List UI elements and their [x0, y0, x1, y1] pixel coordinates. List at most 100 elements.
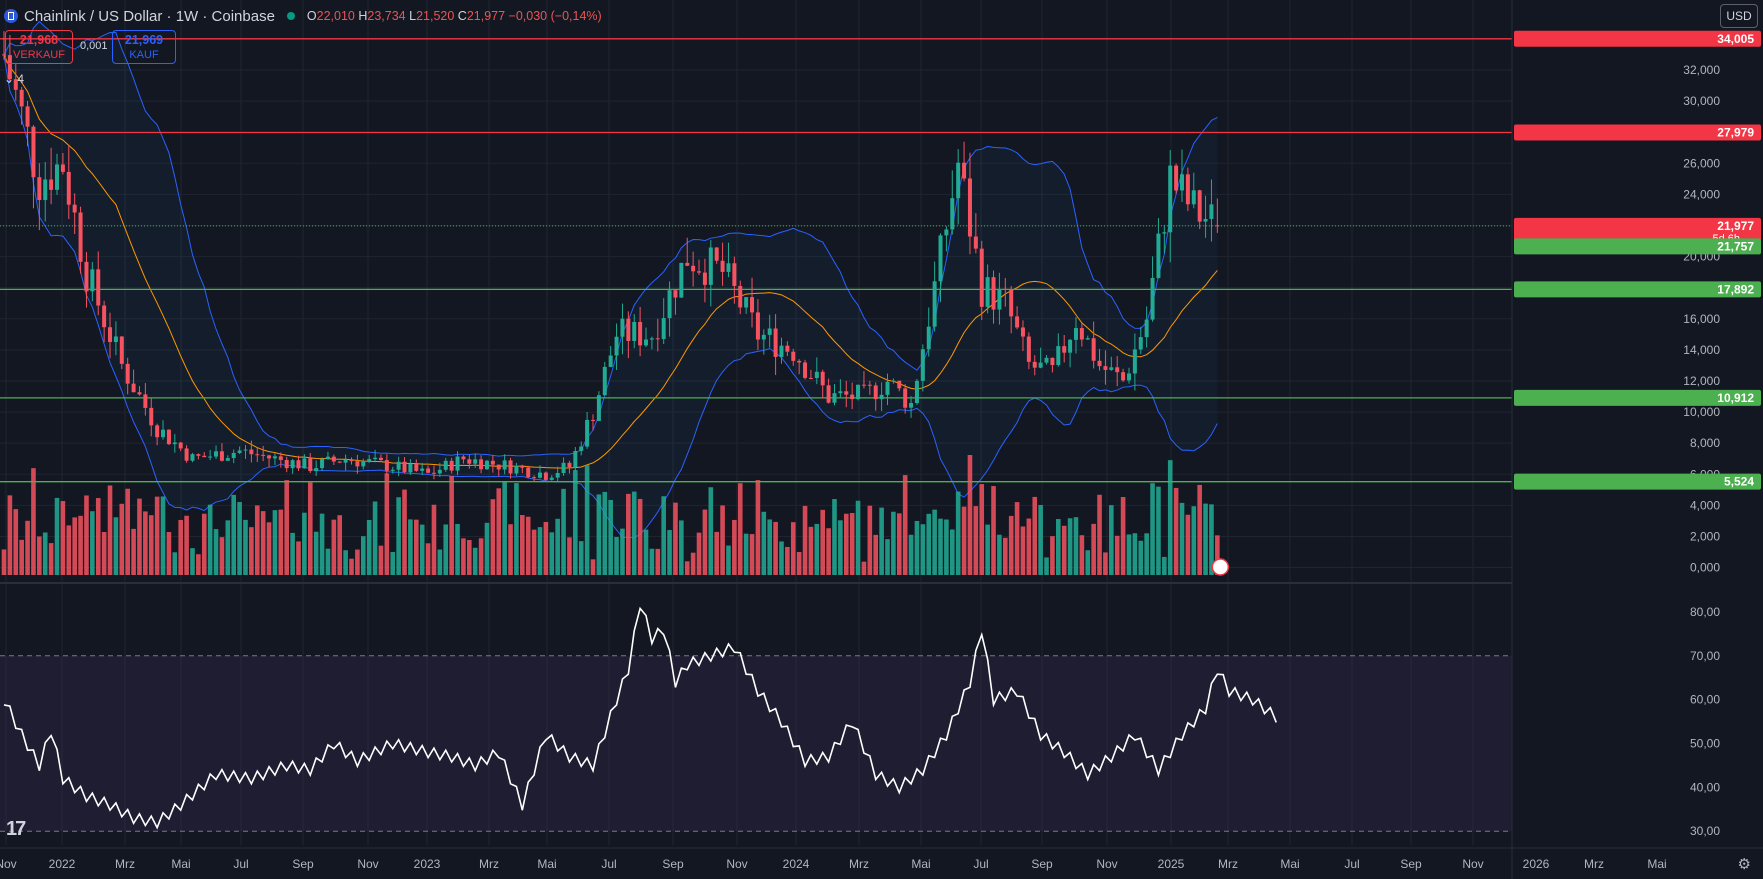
time-tick-label: Jul: [973, 857, 988, 871]
candle-body: [726, 263, 731, 272]
volume-bar: [231, 494, 237, 575]
volume-bar: [614, 536, 619, 575]
volume-bar: [555, 518, 560, 575]
candle-body: [349, 459, 354, 462]
volume-bar: [443, 524, 449, 575]
price-tick-label: 2,000: [1690, 529, 1720, 543]
sell-label: VERKAUF: [13, 49, 65, 61]
candle-body: [685, 262, 690, 266]
candle-body: [214, 451, 219, 457]
volume-bar: [573, 470, 578, 575]
volume-bar: [290, 532, 295, 575]
volume-bar: [37, 536, 42, 575]
candle-body: [390, 469, 395, 471]
candle-body: [272, 456, 277, 459]
volume-bar: [561, 488, 566, 575]
candle-body: [1044, 357, 1049, 363]
tradingview-logo-icon: 17: [6, 818, 26, 840]
candle-body: [290, 460, 295, 469]
candle-body: [655, 338, 660, 340]
candle-body: [355, 461, 360, 467]
volume-bar: [1103, 552, 1108, 575]
volume-bar: [13, 509, 19, 575]
time-tick-label: Mrz: [849, 857, 869, 871]
volume-bar: [1173, 487, 1179, 575]
volume-bar: [991, 486, 996, 575]
candle-body: [490, 460, 495, 465]
rsi-tick-label: 40,00: [1690, 780, 1720, 794]
volume-bar: [54, 497, 60, 575]
candle-body: [43, 179, 48, 201]
volume-bar: [749, 534, 755, 575]
candle-body: [1126, 373, 1131, 381]
candle-body: [679, 262, 684, 298]
candle-body: [744, 297, 749, 308]
volume-bar: [631, 491, 637, 575]
candle-body: [885, 381, 890, 395]
volume-bar: [926, 513, 932, 575]
candle-body: [343, 459, 348, 463]
candle-body: [767, 328, 772, 335]
price-tick-label: 4,000: [1690, 498, 1720, 512]
candle-body: [838, 391, 843, 394]
buy-button[interactable]: 21,969 KAUF: [112, 30, 176, 64]
volume-bar: [1138, 540, 1144, 575]
sma-value-badge: 21,757: [1717, 239, 1754, 253]
time-tick-label: Nov: [726, 857, 747, 871]
volume-bar: [1032, 496, 1038, 575]
candle-body: [90, 269, 95, 292]
volume-bar: [1203, 503, 1208, 575]
volume-bar: [278, 509, 284, 575]
candle-body: [926, 326, 931, 350]
chart-header: Chainlink / US Dollar · 1W · Coinbase O2…: [4, 5, 602, 27]
candle-body: [19, 89, 24, 107]
level-badge: 34,005: [1717, 32, 1754, 46]
sell-button[interactable]: 21,968 VERKAUF: [5, 30, 73, 64]
volume-bar: [525, 516, 531, 575]
candle-body: [225, 458, 230, 461]
volume-bar: [101, 532, 107, 575]
low-label: L: [409, 9, 417, 23]
candle-body: [520, 465, 525, 468]
price-tick-label: 12,000: [1683, 374, 1720, 388]
candle-body: [1191, 190, 1196, 205]
indicators-toggle[interactable]: ⌄ 4: [4, 72, 24, 86]
volume-bar: [1109, 505, 1114, 575]
volume-bar: [331, 519, 337, 575]
candle-body: [449, 460, 454, 471]
candle-body: [591, 419, 595, 421]
volume-bar: [879, 507, 884, 575]
candle-body: [190, 454, 195, 461]
candles: [2, 31, 1220, 482]
candle-body: [897, 380, 902, 389]
candle-body: [596, 395, 601, 421]
volume-bar: [366, 519, 372, 575]
time-tick-label: Mai: [911, 857, 930, 871]
candle-body: [219, 451, 224, 461]
currency-selector[interactable]: USD: [1720, 4, 1758, 28]
candle-body: [608, 355, 613, 367]
volume-bar: [961, 506, 967, 575]
candle-body: [243, 449, 248, 451]
candle-body: [644, 339, 649, 346]
volume-bar: [696, 532, 702, 575]
settings-gear-icon[interactable]: ⚙: [1737, 856, 1751, 873]
candle-body: [585, 419, 590, 447]
volume-bar: [814, 523, 820, 575]
symbol-title[interactable]: Chainlink / US Dollar · 1W · Coinbase: [24, 7, 275, 25]
candle-body: [461, 456, 466, 460]
candle-body: [750, 297, 755, 313]
candle-body: [950, 198, 955, 230]
volume-bar: [531, 529, 537, 575]
candle-body: [738, 285, 743, 308]
candle-body: [873, 385, 878, 400]
volume-bar: [779, 541, 784, 575]
volume-bar: [973, 506, 979, 575]
rsi-tick-label: 30,00: [1690, 824, 1720, 838]
volume-bar: [190, 548, 195, 575]
volume-bar: [1209, 504, 1214, 575]
candle-body: [555, 473, 560, 478]
candle-body: [567, 462, 572, 467]
candle-body: [1020, 327, 1025, 337]
